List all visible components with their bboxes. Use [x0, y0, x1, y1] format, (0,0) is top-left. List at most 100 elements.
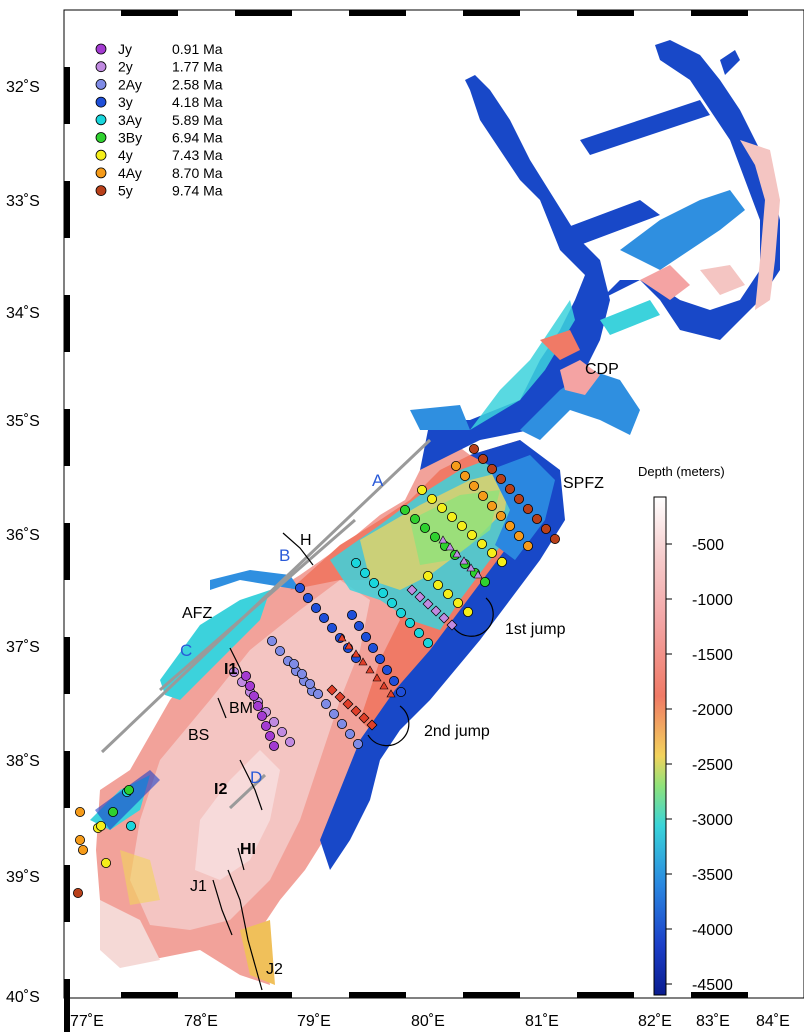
- pick-triangle: [351, 649, 361, 658]
- colorbar-ticks: -500 -1000 -1500 -2000 -2500 -3000 -3500 -4000 -…: [666, 537, 733, 994]
- pick-marker: [523, 541, 534, 552]
- pick-marker: [468, 443, 479, 454]
- legend-name: 5y: [118, 183, 133, 199]
- pick-marker: [75, 807, 86, 818]
- pick-marker: [296, 669, 307, 680]
- pick-marker: [388, 676, 399, 687]
- pick-marker: [268, 717, 279, 728]
- legend-marker: [95, 96, 107, 108]
- pick-marker: [124, 785, 135, 796]
- pick-marker: [320, 699, 331, 710]
- label-1st-jump: 1st jump: [505, 621, 566, 638]
- lon-label: 81˚E: [525, 1013, 559, 1030]
- pick-marker: [504, 483, 515, 494]
- pick-marker: [75, 835, 86, 846]
- pick-marker: [477, 490, 488, 501]
- pick-diamond: [366, 719, 378, 731]
- pick-diamond: [406, 584, 418, 596]
- colorbar-title: Depth (meters): [638, 464, 725, 479]
- label-HI: HI: [240, 841, 256, 858]
- legend-name: 2y: [118, 59, 133, 75]
- pick-triangle: [358, 657, 368, 666]
- pick-marker: [266, 636, 277, 647]
- legend-name: 4y: [118, 147, 133, 163]
- pick-marker: [374, 654, 385, 665]
- label-C: C: [180, 641, 192, 660]
- pick-marker: [350, 558, 361, 569]
- legend-age: 0.91 Ma: [172, 41, 223, 57]
- legend-name: 2Ay: [118, 76, 142, 92]
- pick-marker: [326, 623, 337, 634]
- legend-marker: [95, 149, 107, 161]
- legend-marker: [95, 114, 107, 126]
- colorbar-ramp: [653, 496, 667, 996]
- pick-marker: [409, 514, 420, 525]
- pick-marker: [96, 821, 107, 832]
- map-frame: [63, 9, 804, 1032]
- pick-marker: [386, 598, 397, 609]
- lon-label: 83˚E: [696, 1013, 730, 1030]
- lon-label: 80˚E: [411, 1013, 445, 1030]
- pick-marker: [344, 729, 355, 740]
- pick-marker: [422, 638, 433, 649]
- pick-marker: [495, 473, 506, 484]
- pick-marker: [416, 484, 427, 495]
- legend-name: 3By: [118, 130, 142, 146]
- pick-marker: [422, 571, 433, 582]
- pick-marker: [486, 548, 497, 559]
- pick-marker: [541, 524, 552, 535]
- label-2nd-jump: 2nd jump: [424, 723, 490, 740]
- label-CDP: CDP: [585, 361, 619, 378]
- pick-marker: [73, 888, 84, 899]
- label-J1: J1: [190, 878, 207, 895]
- pick-triangle: [386, 689, 396, 698]
- legend-marker: [95, 61, 107, 73]
- pick-marker: [312, 689, 323, 700]
- pick-triangle: [438, 535, 448, 544]
- pick-marker: [399, 504, 410, 515]
- pick-marker: [419, 523, 430, 534]
- pick-marker: [504, 521, 515, 532]
- pick-triangle: [459, 556, 469, 565]
- bathymetry-swath: [90, 40, 780, 991]
- colorbar-tick-label: -2000: [692, 702, 733, 719]
- legend-age: 9.74 Ma: [172, 183, 223, 199]
- legend-age: 1.77 Ma: [172, 59, 223, 75]
- pick-marker: [395, 608, 406, 619]
- colorbar-tick-label: -3500: [692, 867, 733, 884]
- pick-marker: [495, 510, 506, 521]
- lon-label: 82˚E: [638, 1013, 672, 1030]
- lat-label: 40˚S: [6, 989, 40, 1006]
- lat-label: 38˚S: [6, 753, 40, 770]
- pick-triangle: [452, 549, 462, 558]
- legend-marker: [95, 185, 107, 197]
- colorbar-tick-label: -500: [692, 537, 724, 554]
- pick-marker: [78, 845, 89, 856]
- legend-age: 5.89 Ma: [172, 112, 223, 128]
- label-H: H: [300, 532, 312, 549]
- legend-name: 3y: [118, 94, 133, 110]
- pick-marker: [256, 711, 267, 722]
- pick-marker: [352, 739, 363, 750]
- label-I1: I1: [224, 661, 237, 678]
- pick-marker: [514, 493, 525, 504]
- legend-age: 6.94 Ma: [172, 130, 223, 146]
- pick-marker: [459, 470, 470, 481]
- pick-marker: [462, 607, 473, 618]
- pick-diamond: [326, 684, 338, 696]
- lat-label: 39˚S: [6, 869, 40, 886]
- map-annotations: A B C D H AFZ CDP SPFZ I1 BM BS I2 HI J1…: [180, 361, 619, 978]
- frame-ticks: [64, 10, 748, 1032]
- pick-marker: [466, 530, 477, 541]
- pick-marker: [476, 539, 487, 550]
- legend-marker: [95, 43, 107, 55]
- label-J2: J2: [266, 961, 283, 978]
- lon-label: 84˚E: [756, 1013, 790, 1030]
- pick-marker: [452, 598, 463, 609]
- pick-marker: [328, 709, 339, 720]
- pick-diamond: [358, 712, 370, 724]
- pick-marker: [228, 667, 239, 678]
- pick-marker: [359, 568, 370, 579]
- colorbar-tick-label: -4000: [692, 922, 733, 939]
- pick-marker: [360, 632, 371, 643]
